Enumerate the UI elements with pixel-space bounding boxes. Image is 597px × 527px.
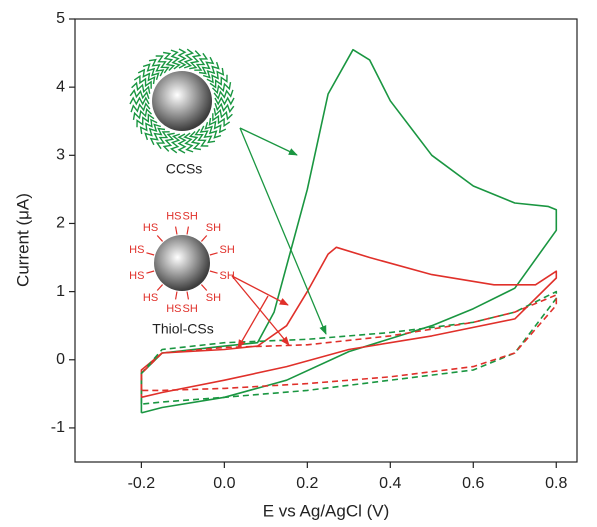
- ligand: [204, 121, 222, 139]
- thiol-label: HS: [166, 211, 181, 223]
- thiol-bond: [200, 284, 208, 291]
- thiol-label: HS: [166, 303, 181, 315]
- series-line: [140, 48, 558, 414]
- y-axis-label: Current (μA): [13, 193, 32, 287]
- thiol-label: HS: [143, 292, 158, 304]
- thiol-label: SH: [183, 211, 198, 223]
- thiol-label: SH: [220, 270, 235, 282]
- ligand: [149, 127, 166, 146]
- x-tick-label: 0.2: [296, 475, 318, 492]
- x-axis-label: E vs Ag/AgCl (V): [263, 501, 390, 520]
- y-tick-label: 5: [56, 10, 65, 27]
- ligand: [129, 88, 150, 100]
- ligand: [169, 133, 181, 154]
- thiol-bond: [156, 235, 164, 242]
- series-line: [140, 294, 558, 392]
- thiol-bond: [186, 291, 190, 300]
- ligand: [133, 74, 152, 89]
- ligand: [131, 81, 151, 94]
- x-tick-label: 0.8: [545, 475, 567, 492]
- ligand: [199, 125, 216, 144]
- ligand: [177, 133, 187, 154]
- arrow: [237, 295, 269, 349]
- ligand: [177, 48, 187, 69]
- ligand: [209, 74, 228, 89]
- x-tick-label: 0.6: [462, 475, 484, 492]
- ligand: [132, 107, 152, 121]
- ligand: [170, 49, 181, 70]
- ligand: [212, 113, 231, 128]
- y-tick-label: 2: [56, 215, 65, 232]
- x-tick-label: 0.4: [379, 475, 401, 492]
- x-tick-label: -0.2: [128, 475, 156, 492]
- thiol-bond: [156, 284, 164, 291]
- thiol-label: HS: [143, 222, 158, 234]
- ligand: [139, 118, 158, 135]
- thiol-bond: [209, 252, 218, 256]
- ligand: [162, 51, 176, 71]
- thiol-bond: [209, 270, 218, 274]
- ligand: [194, 128, 209, 147]
- arrow: [231, 275, 289, 306]
- ligand: [155, 55, 170, 74]
- thiol-bond: [174, 291, 178, 300]
- ligand: [183, 132, 194, 153]
- x-tick-label: 0.0: [213, 475, 235, 492]
- y-tick-label: 4: [56, 78, 65, 95]
- arrow: [239, 127, 298, 156]
- ligand: [183, 48, 195, 69]
- ligand: [155, 131, 170, 150]
- ligand: [137, 68, 156, 85]
- ccs-sphere: [152, 71, 212, 131]
- ligand: [129, 96, 150, 106]
- ligand: [212, 81, 232, 95]
- thiol-label: SH: [183, 303, 198, 315]
- thiol-label: SH: [206, 292, 221, 304]
- thiol-bond: [174, 226, 178, 235]
- plot-frame: [74, 18, 578, 463]
- y-tick-label: -1: [51, 419, 65, 436]
- ligand: [148, 58, 165, 77]
- y-tick-label: 1: [56, 283, 65, 300]
- ligand: [213, 89, 234, 100]
- arrow: [231, 275, 290, 346]
- ligand: [214, 96, 235, 106]
- ligand: [206, 67, 225, 84]
- ligand: [214, 102, 235, 114]
- thiol-label: SH: [206, 222, 221, 234]
- annotation: CCSs: [166, 161, 203, 177]
- thiol-label: SH: [220, 244, 235, 256]
- ligand: [189, 50, 202, 70]
- ligand: [208, 117, 227, 134]
- ligand: [198, 56, 215, 75]
- thiol-sphere: [154, 235, 210, 291]
- ligand: [130, 102, 151, 113]
- arrow: [239, 127, 327, 335]
- ligand: [144, 123, 162, 141]
- ligand: [213, 108, 233, 121]
- y-tick-label: 0: [56, 351, 65, 368]
- ligand: [202, 61, 220, 79]
- series-line: [140, 290, 558, 405]
- thiol-bond: [146, 270, 155, 274]
- thiol-label: HS: [129, 270, 144, 282]
- ligand: [194, 52, 209, 71]
- ligand: [188, 131, 202, 151]
- ligand: [136, 113, 155, 128]
- thiol-label: HS: [129, 244, 144, 256]
- thiol-bond: [146, 252, 155, 256]
- ligand: [142, 63, 160, 81]
- thiol-bond: [186, 226, 190, 235]
- ligand: [162, 132, 175, 152]
- y-tick-label: 3: [56, 147, 65, 164]
- thiol-bond: [200, 235, 208, 242]
- annotation: Thiol-CSs: [152, 321, 213, 337]
